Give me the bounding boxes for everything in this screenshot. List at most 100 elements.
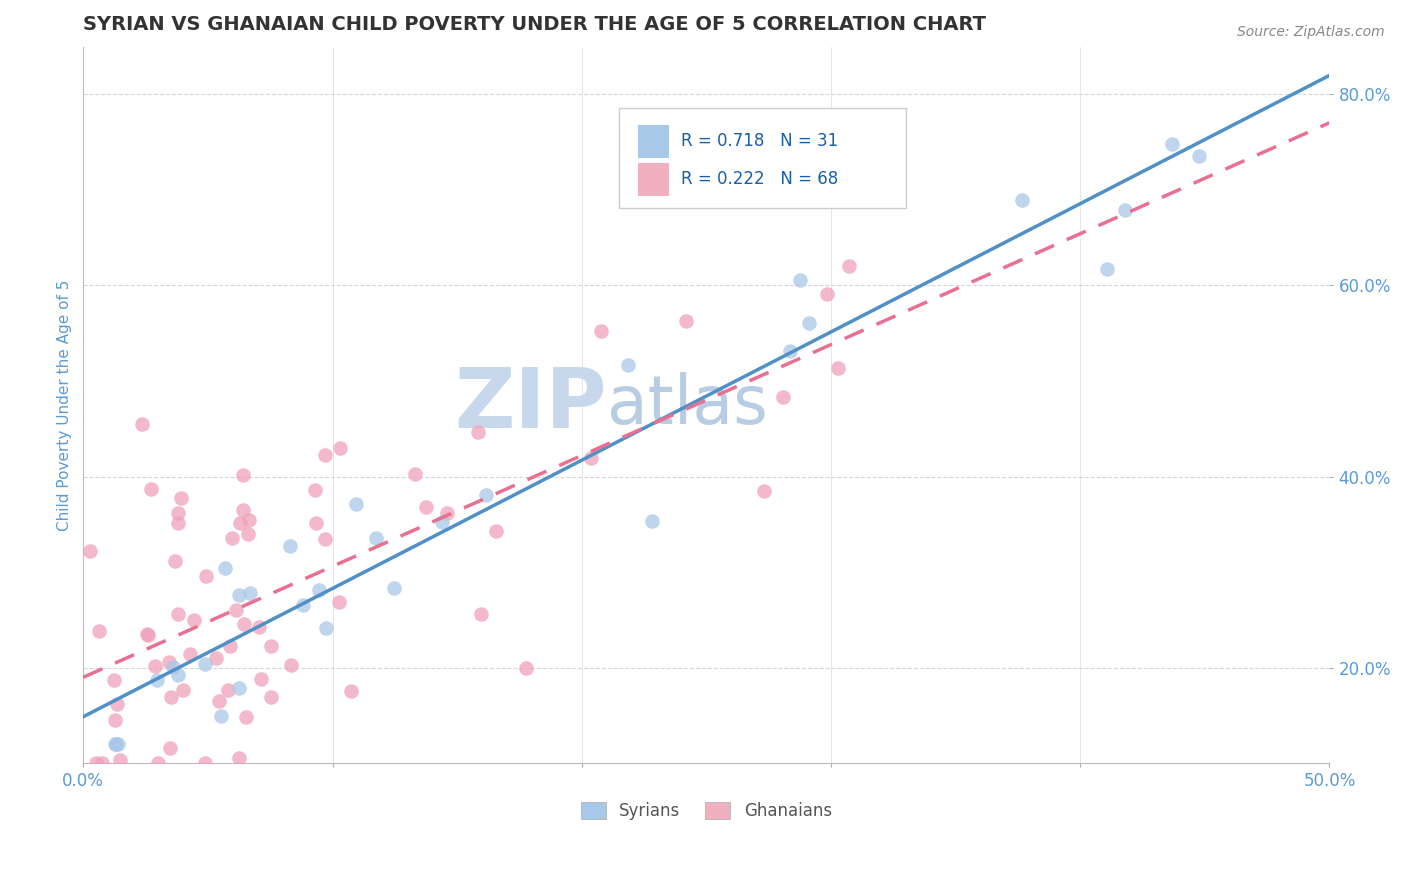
Point bbox=[90, 756, 112, 771]
Point bbox=[105, 737, 128, 751]
Point bbox=[314, 449, 336, 463]
Text: ZIP: ZIP bbox=[454, 365, 606, 445]
Point bbox=[797, 316, 820, 330]
Y-axis label: Child Poverty Under the Age of 5: Child Poverty Under the Age of 5 bbox=[58, 279, 72, 531]
Point bbox=[110, 753, 132, 767]
Point bbox=[221, 531, 243, 545]
Point bbox=[485, 524, 508, 539]
Point bbox=[228, 681, 250, 695]
Point bbox=[141, 482, 163, 496]
Point bbox=[170, 491, 193, 505]
Point bbox=[214, 561, 236, 575]
Point bbox=[104, 713, 127, 727]
Point bbox=[159, 740, 181, 755]
FancyBboxPatch shape bbox=[619, 108, 905, 208]
Point bbox=[305, 516, 328, 530]
Point bbox=[218, 639, 240, 653]
Point bbox=[308, 582, 330, 597]
Point bbox=[235, 710, 257, 724]
Point bbox=[104, 737, 127, 751]
Point bbox=[815, 287, 838, 301]
Point bbox=[430, 515, 453, 529]
Text: R = 0.222   N = 68: R = 0.222 N = 68 bbox=[682, 170, 839, 188]
Point bbox=[328, 594, 350, 608]
Point bbox=[232, 616, 254, 631]
Point bbox=[225, 603, 247, 617]
Point bbox=[260, 690, 283, 704]
Point bbox=[228, 750, 250, 764]
Point bbox=[346, 497, 368, 511]
Legend: Syrians, Ghanaians: Syrians, Ghanaians bbox=[574, 795, 838, 827]
Point bbox=[515, 660, 537, 674]
Point bbox=[1161, 136, 1184, 151]
Point bbox=[172, 682, 194, 697]
Point bbox=[617, 358, 640, 372]
Point bbox=[157, 655, 180, 669]
Point bbox=[194, 657, 217, 672]
Point bbox=[205, 651, 228, 665]
Point bbox=[167, 668, 190, 682]
Point bbox=[143, 659, 166, 673]
Text: SYRIAN VS GHANAIAN CHILD POVERTY UNDER THE AGE OF 5 CORRELATION CHART: SYRIAN VS GHANAIAN CHILD POVERTY UNDER T… bbox=[83, 15, 986, 34]
Point bbox=[228, 588, 250, 602]
FancyBboxPatch shape bbox=[638, 126, 669, 158]
Point bbox=[249, 672, 271, 686]
Text: atlas: atlas bbox=[606, 372, 768, 438]
Point bbox=[1011, 193, 1033, 207]
Point bbox=[208, 694, 231, 708]
Point bbox=[162, 660, 184, 674]
Point bbox=[135, 627, 157, 641]
Point bbox=[195, 569, 218, 583]
Point bbox=[436, 507, 458, 521]
Point bbox=[79, 543, 101, 558]
Point bbox=[238, 513, 260, 527]
Point bbox=[146, 756, 169, 771]
Point bbox=[194, 756, 217, 771]
Point bbox=[217, 682, 239, 697]
Point bbox=[641, 514, 664, 528]
Point bbox=[329, 441, 352, 455]
Point bbox=[232, 502, 254, 516]
Point bbox=[179, 647, 201, 661]
Point bbox=[315, 621, 337, 635]
Point bbox=[340, 684, 363, 698]
Point bbox=[166, 607, 188, 621]
Point bbox=[160, 690, 183, 705]
Point bbox=[415, 500, 437, 515]
Point bbox=[838, 260, 860, 274]
Point bbox=[183, 613, 205, 627]
Text: R = 0.718   N = 31: R = 0.718 N = 31 bbox=[682, 132, 839, 150]
Point bbox=[675, 314, 697, 328]
FancyBboxPatch shape bbox=[638, 163, 669, 195]
Point bbox=[105, 697, 128, 711]
Point bbox=[314, 533, 336, 547]
Point bbox=[87, 624, 110, 638]
Point bbox=[280, 657, 302, 672]
Point bbox=[228, 516, 250, 531]
Point bbox=[232, 468, 254, 483]
Point bbox=[1114, 203, 1136, 218]
Point bbox=[1095, 262, 1118, 277]
Point bbox=[167, 516, 190, 530]
Point bbox=[364, 531, 387, 545]
Point bbox=[589, 324, 612, 338]
Point bbox=[103, 673, 125, 687]
Point bbox=[280, 539, 302, 553]
Point bbox=[209, 709, 232, 723]
Point bbox=[404, 467, 426, 481]
Point bbox=[146, 673, 169, 688]
Text: Source: ZipAtlas.com: Source: ZipAtlas.com bbox=[1237, 25, 1385, 39]
Point bbox=[772, 390, 794, 404]
Point bbox=[789, 273, 811, 287]
Point bbox=[165, 554, 187, 568]
Point bbox=[136, 628, 159, 642]
Point bbox=[467, 425, 489, 440]
Point bbox=[470, 607, 492, 622]
Point bbox=[167, 506, 190, 520]
Point bbox=[107, 737, 129, 751]
Point bbox=[382, 581, 405, 595]
Point bbox=[1188, 149, 1211, 163]
Point bbox=[239, 586, 262, 600]
Point bbox=[260, 639, 283, 653]
Point bbox=[247, 620, 270, 634]
